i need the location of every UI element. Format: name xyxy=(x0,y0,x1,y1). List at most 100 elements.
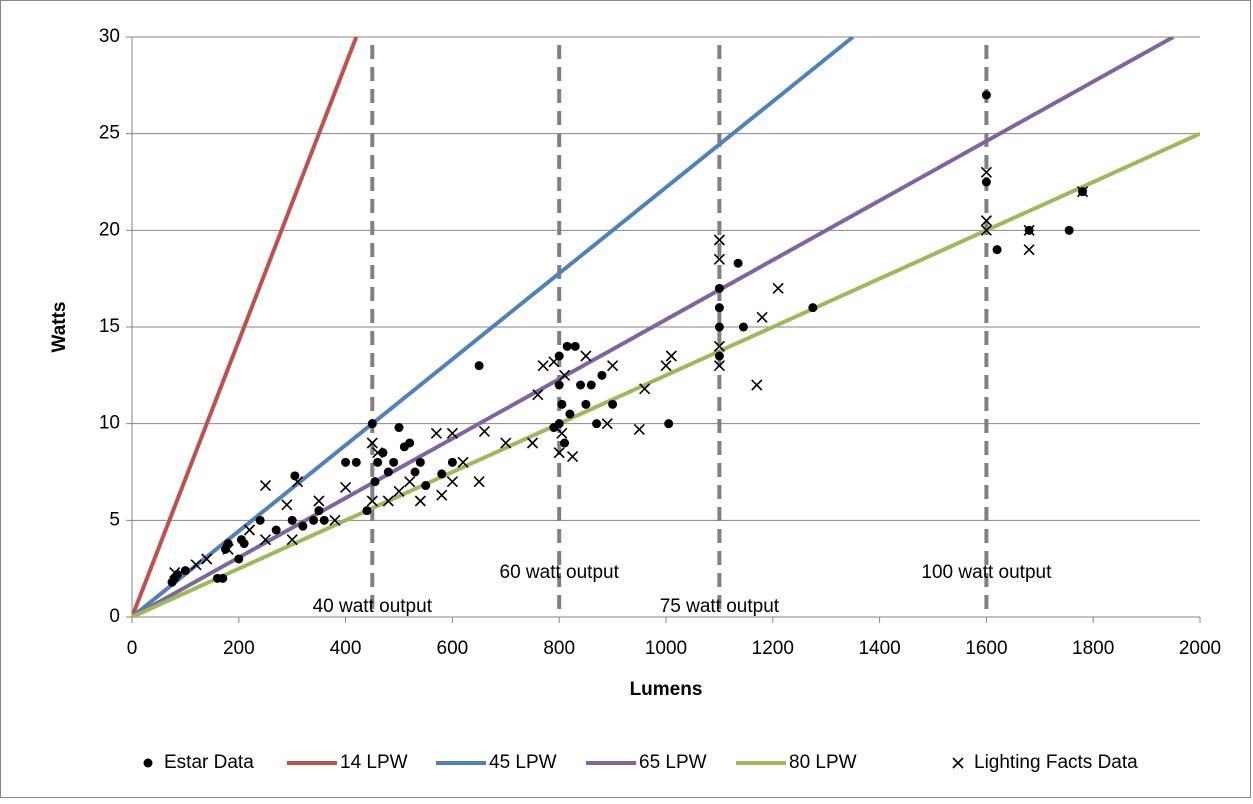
x-marker xyxy=(201,553,213,565)
y-tick-label: 5 xyxy=(109,509,120,530)
point xyxy=(570,341,580,351)
line-series xyxy=(132,37,1175,617)
y-tick-label: 30 xyxy=(99,26,120,47)
line-series xyxy=(132,37,855,617)
x-marker xyxy=(414,495,426,507)
x-marker xyxy=(473,476,485,488)
point xyxy=(554,419,564,429)
x-axis-label: Lumens xyxy=(630,679,703,700)
x-marker xyxy=(436,489,448,501)
point xyxy=(981,90,991,100)
point xyxy=(351,457,361,467)
point xyxy=(271,525,281,535)
point xyxy=(172,569,182,579)
point xyxy=(298,521,308,531)
x-marker xyxy=(980,215,992,227)
x-tick-label: 200 xyxy=(223,638,255,659)
x-marker xyxy=(393,485,405,497)
x-marker xyxy=(366,437,378,449)
x-marker xyxy=(660,360,672,372)
point xyxy=(474,361,484,371)
point xyxy=(373,457,383,467)
point xyxy=(378,448,388,458)
x-marker xyxy=(457,456,469,468)
x-marker xyxy=(243,524,256,536)
reference-label: 75 watt output xyxy=(660,596,780,617)
x-marker xyxy=(751,379,763,391)
point xyxy=(394,423,404,433)
point xyxy=(565,409,575,419)
x-marker xyxy=(713,234,725,246)
point xyxy=(1064,225,1074,235)
x-marker xyxy=(286,534,298,546)
x-tick-label: 2000 xyxy=(1179,638,1221,659)
x-marker xyxy=(633,423,645,436)
x-marker xyxy=(190,559,202,571)
point xyxy=(309,515,319,525)
point xyxy=(234,554,244,564)
x-marker xyxy=(952,757,964,769)
x-tick-label: 1600 xyxy=(965,638,1007,659)
x-marker xyxy=(259,534,272,546)
point xyxy=(554,380,564,390)
point xyxy=(714,283,724,293)
x-marker xyxy=(446,476,458,488)
x-marker xyxy=(340,481,352,494)
point xyxy=(290,471,300,481)
x-tick-label: 800 xyxy=(543,638,575,659)
point xyxy=(608,399,618,409)
legend-label: Estar Data xyxy=(164,752,254,773)
y-tick-label: 25 xyxy=(99,123,120,144)
point xyxy=(362,506,372,516)
point xyxy=(576,380,586,390)
x-marker xyxy=(430,427,442,439)
x-marker xyxy=(259,479,272,492)
point xyxy=(1024,225,1034,235)
x-marker xyxy=(713,360,725,372)
point xyxy=(714,322,724,332)
x-tick-label: 600 xyxy=(437,638,469,659)
x-marker xyxy=(558,369,571,381)
point xyxy=(405,438,415,448)
legend-label: 65 LPW xyxy=(639,752,707,773)
x-marker xyxy=(580,350,592,362)
legend-label: 14 LPW xyxy=(340,752,408,773)
point xyxy=(319,515,329,525)
point xyxy=(370,477,380,487)
x-marker xyxy=(366,495,378,507)
x-marker xyxy=(980,224,992,236)
point xyxy=(367,419,377,429)
point xyxy=(992,245,1002,255)
point xyxy=(733,258,743,268)
point xyxy=(239,539,249,549)
point xyxy=(586,380,596,390)
x-marker xyxy=(553,447,565,459)
x-marker xyxy=(1023,244,1035,256)
point xyxy=(447,457,457,467)
reference-label: 100 watt output xyxy=(921,562,1052,583)
point xyxy=(437,469,447,479)
x-marker xyxy=(532,389,544,401)
x-marker xyxy=(980,166,992,178)
point xyxy=(287,515,297,525)
point xyxy=(738,322,748,332)
y-tick-label: 20 xyxy=(99,219,120,240)
point xyxy=(981,177,991,187)
x-marker xyxy=(537,360,549,372)
point xyxy=(557,399,567,409)
point xyxy=(808,303,818,313)
reference-label: 40 watt output xyxy=(313,596,433,617)
y-axis-label: Watts xyxy=(49,301,70,352)
point xyxy=(592,419,602,429)
y-tick-label: 10 xyxy=(99,413,120,434)
x-marker xyxy=(713,253,725,265)
point xyxy=(410,467,420,477)
point xyxy=(597,370,607,380)
point xyxy=(180,566,190,576)
y-tick-label: 15 xyxy=(99,316,120,337)
y-tick-label: 0 xyxy=(109,606,120,627)
x-marker xyxy=(607,360,619,372)
point xyxy=(664,419,674,429)
x-marker xyxy=(713,340,725,352)
